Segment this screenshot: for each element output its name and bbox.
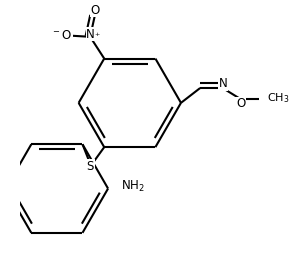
Text: N: N	[219, 77, 227, 90]
Text: O: O	[91, 4, 100, 17]
Text: S: S	[87, 160, 94, 172]
Text: NH$_2$: NH$_2$	[121, 179, 145, 194]
Text: N: N	[86, 28, 95, 41]
Text: $^-$O: $^-$O	[51, 28, 73, 41]
Text: $^+$: $^+$	[93, 31, 101, 40]
Text: CH$_3$: CH$_3$	[267, 92, 289, 105]
Text: O: O	[236, 97, 245, 110]
